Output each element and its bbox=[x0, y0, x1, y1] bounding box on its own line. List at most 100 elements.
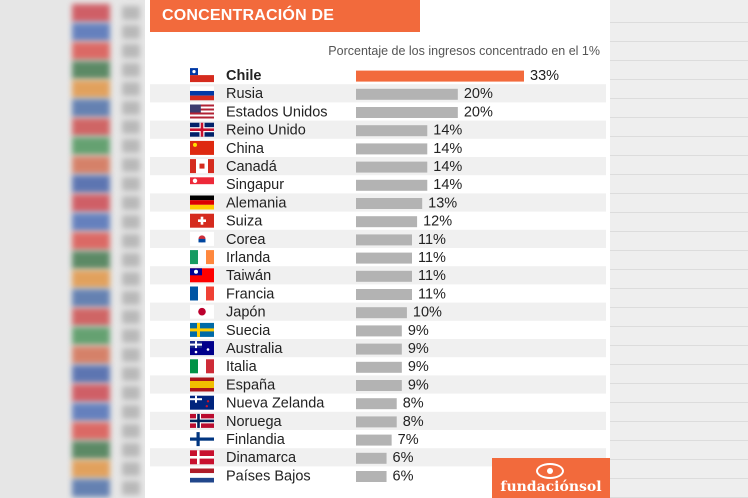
blurred-divider bbox=[610, 79, 748, 80]
value-label-italia: 9% bbox=[408, 359, 429, 375]
australia-flag-icon bbox=[190, 341, 214, 356]
bar-reino-unido bbox=[356, 125, 428, 137]
category-label-alemania: Alemania bbox=[226, 195, 287, 211]
category-label-rusia: Rusia bbox=[226, 86, 264, 102]
bar-finlandia bbox=[356, 434, 392, 446]
blurred-divider bbox=[610, 326, 748, 327]
blurred-divider bbox=[610, 288, 748, 289]
category-label-canad-: Canadá bbox=[226, 159, 278, 175]
category-label-italia: Italia bbox=[226, 359, 258, 375]
bar-rusia bbox=[356, 88, 458, 100]
bar-singapur bbox=[356, 179, 428, 191]
blurred-text bbox=[122, 481, 140, 495]
blurred-text bbox=[122, 329, 140, 343]
blurred-divider bbox=[610, 155, 748, 156]
category-label-nueva-zelanda: Nueva Zelanda bbox=[226, 396, 325, 412]
value-label-singapur: 14% bbox=[433, 177, 462, 193]
value-label-rusia: 20% bbox=[464, 86, 493, 102]
bar-noruega bbox=[356, 416, 397, 428]
value-label-alemania: 13% bbox=[428, 195, 457, 211]
bar-jap-n bbox=[356, 307, 407, 319]
blurred-flag bbox=[72, 251, 110, 269]
blurred-text bbox=[122, 196, 140, 210]
blurred-divider bbox=[610, 269, 748, 270]
category-label-estados-unidos: Estados Unidos bbox=[226, 104, 328, 120]
value-label-estados-unidos: 20% bbox=[464, 104, 493, 120]
blurred-flag bbox=[72, 441, 110, 459]
eye-icon bbox=[536, 463, 564, 479]
blurred-divider bbox=[610, 22, 748, 23]
bar-canad- bbox=[356, 161, 428, 173]
category-label-dinamarca: Dinamarca bbox=[226, 450, 297, 466]
value-label-corea: 11% bbox=[418, 232, 446, 248]
value-label-australia: 9% bbox=[408, 341, 429, 357]
blurred-text bbox=[122, 177, 140, 191]
value-label-suiza: 12% bbox=[423, 214, 452, 230]
blurred-divider bbox=[610, 117, 748, 118]
blurred-flag bbox=[72, 308, 110, 326]
blurred-text bbox=[122, 348, 140, 362]
blurred-text bbox=[122, 291, 140, 305]
logo-text: fundaciónsol bbox=[500, 479, 602, 495]
blurred-text bbox=[122, 272, 140, 286]
chart-title: CONCENTRACIÓN DE INGRESOS bbox=[150, 0, 420, 56]
blurred-flag bbox=[72, 99, 110, 117]
chile-flag-icon bbox=[190, 68, 214, 83]
blurred-text bbox=[122, 82, 140, 96]
blurred-divider bbox=[610, 212, 748, 213]
blurred-divider bbox=[610, 231, 748, 232]
bar-alemania bbox=[356, 198, 423, 209]
taiwan-flag-icon bbox=[190, 268, 214, 283]
blurred-flag bbox=[72, 365, 110, 383]
blurred-divider bbox=[610, 136, 748, 137]
blurred-flag bbox=[72, 213, 110, 231]
germany-flag-icon bbox=[190, 195, 214, 210]
blurred-flag bbox=[72, 175, 110, 193]
korea-flag-icon bbox=[190, 231, 214, 246]
blurred-divider bbox=[610, 98, 748, 99]
value-label-irlanda: 11% bbox=[418, 250, 446, 266]
singapore-flag-icon bbox=[190, 177, 214, 192]
value-label-pa-ses-bajos: 6% bbox=[393, 468, 414, 484]
denmark-flag-icon bbox=[190, 450, 214, 465]
value-label-suecia: 9% bbox=[408, 323, 429, 339]
value-label-canad-: 14% bbox=[433, 159, 462, 175]
blurred-text bbox=[122, 158, 140, 172]
blurred-flag bbox=[72, 61, 110, 79]
blurred-text bbox=[122, 367, 140, 381]
blurred-flag bbox=[72, 327, 110, 345]
value-label-reino-unido: 14% bbox=[433, 123, 462, 139]
norway-flag-icon bbox=[190, 413, 214, 428]
value-label-dinamarca: 6% bbox=[393, 450, 414, 466]
category-label-australia: Australia bbox=[226, 341, 283, 357]
blurred-flag bbox=[72, 289, 110, 307]
italy-flag-icon bbox=[190, 359, 214, 374]
japan-flag-icon bbox=[190, 304, 214, 319]
blurred-divider bbox=[610, 421, 748, 422]
blurred-divider bbox=[610, 41, 748, 42]
switzerland-flag-icon bbox=[190, 213, 214, 228]
chart-subtitle: Porcentaje de los ingresos concentrado e… bbox=[328, 44, 600, 58]
new-zealand-flag-icon bbox=[190, 395, 214, 410]
category-label-singapur: Singapur bbox=[226, 177, 284, 193]
bar-suiza bbox=[356, 216, 418, 228]
blurred-text bbox=[122, 310, 140, 324]
blurred-text bbox=[122, 215, 140, 229]
blurred-flag bbox=[72, 42, 110, 60]
category-label-espa-a: España bbox=[226, 377, 276, 393]
blurred-flag bbox=[72, 194, 110, 212]
bar-francia bbox=[356, 289, 412, 300]
blurred-text bbox=[122, 386, 140, 400]
value-label-taiw-n: 11% bbox=[418, 268, 446, 284]
blurred-divider bbox=[610, 60, 748, 61]
blurred-text bbox=[122, 101, 140, 115]
value-label-francia: 11% bbox=[418, 286, 446, 302]
blurred-text bbox=[122, 139, 140, 153]
category-label-irlanda: Irlanda bbox=[226, 250, 271, 266]
blurred-flag bbox=[72, 460, 110, 478]
ireland-flag-icon bbox=[190, 250, 214, 265]
blurred-divider bbox=[610, 383, 748, 384]
bar-australia bbox=[356, 343, 402, 355]
spain-flag-icon bbox=[190, 377, 214, 392]
